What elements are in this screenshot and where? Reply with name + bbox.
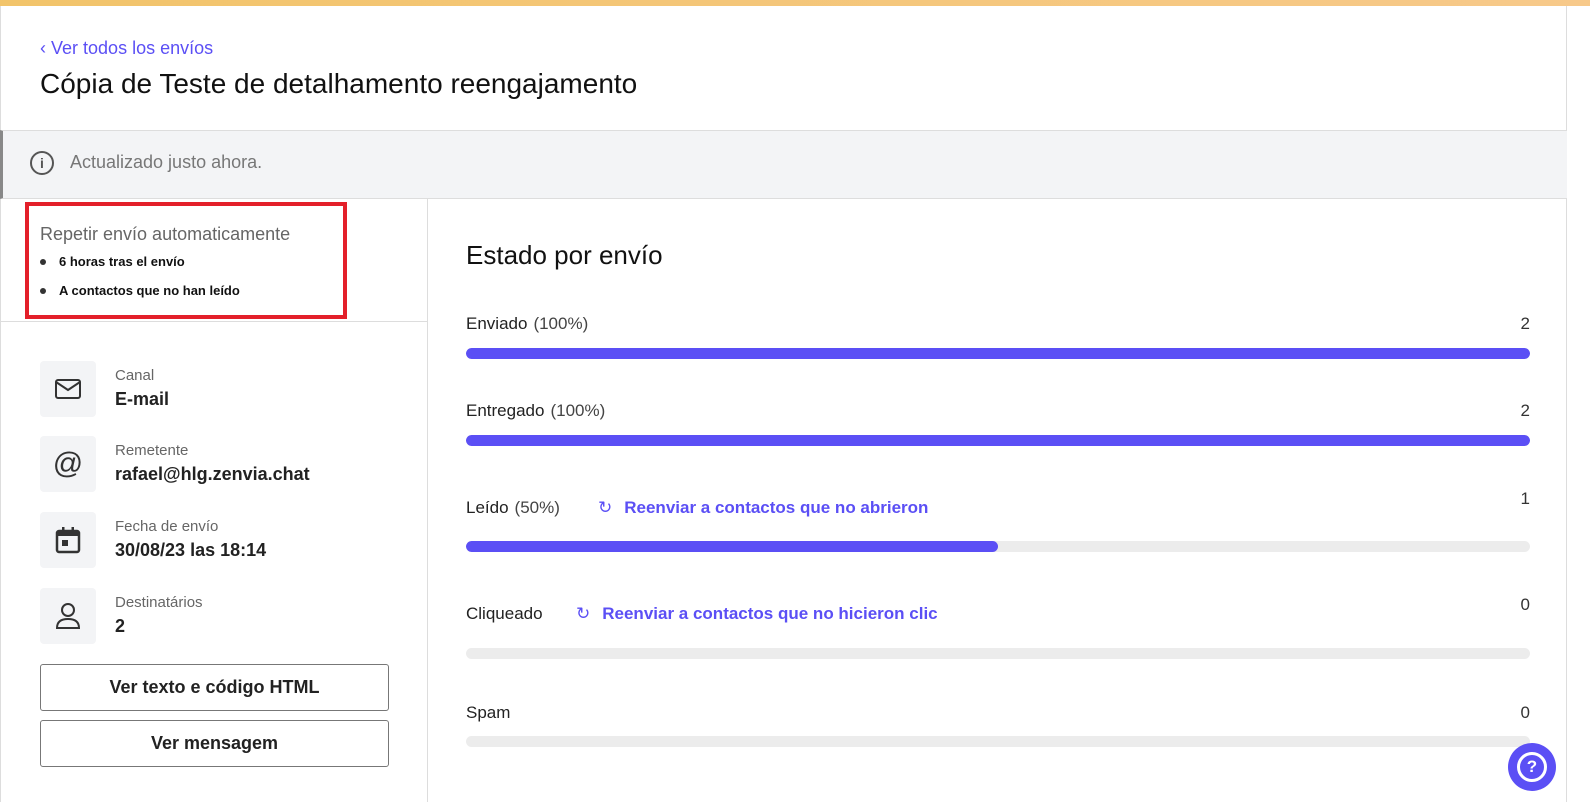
top-accent-bar (0, 0, 1590, 6)
detail-label: Fecha de envío (115, 518, 219, 535)
detail-label: Canal (115, 367, 155, 384)
status-label: Entregado (466, 401, 545, 420)
status-label: Spam (466, 703, 511, 722)
detail-value: E-mail (115, 389, 170, 409)
refresh-icon: ↻ (576, 604, 591, 623)
at-icon: @ (40, 436, 96, 492)
help-button[interactable]: ? (1508, 743, 1556, 791)
progress-fill (466, 435, 1530, 446)
detail-label: Destinatários (115, 594, 203, 611)
status-pct: (50%) (514, 498, 560, 517)
status-pct: (100%) (533, 314, 589, 333)
repeat-heading: Repetir envío automaticamente (40, 224, 291, 244)
progress-fill (466, 348, 1530, 359)
detail-value: 30/08/23 las 18:14 (115, 540, 267, 560)
status-count: 2 (1520, 401, 1530, 420)
user-icon (40, 588, 96, 644)
help-icon: ? (1517, 752, 1547, 782)
progress-bar (466, 648, 1530, 659)
progress-bar (466, 435, 1530, 446)
status-count: 2 (1520, 314, 1530, 333)
page-title: Cópia de Teste de detalhamento reengajam… (40, 68, 638, 99)
status-count: 0 (1520, 595, 1530, 614)
detail-value: 2 (115, 616, 126, 636)
update-banner: i Actualizado justo ahora. (0, 130, 1567, 199)
view-message-button[interactable]: Ver mensagem (40, 720, 389, 767)
back-link-label: Ver todos los envíos (51, 38, 214, 58)
detail-value: rafael@hlg.zenvia.chat (115, 464, 310, 484)
view-html-button[interactable]: Ver texto e código HTML (40, 664, 389, 711)
progress-bar (466, 541, 1530, 552)
resend-unopened-link[interactable]: ↻ Reenviar a contactos que no abrieron (598, 498, 928, 518)
banner-text: Actualizado justo ahora. (70, 152, 263, 172)
back-link[interactable]: ‹ Ver todos los envíos (40, 38, 213, 59)
status-title: Estado por envío (466, 240, 663, 270)
repeat-item: A contactos que no han leído (40, 283, 240, 312)
repeat-settings: Repetir envío automaticamente 6 horas tr… (25, 202, 347, 319)
status-count: 0 (1520, 703, 1530, 722)
refresh-icon: ↻ (598, 498, 613, 517)
page-frame (0, 6, 1567, 802)
status-label: Enviado (466, 314, 528, 333)
info-icon: i (30, 151, 54, 175)
progress-fill (466, 541, 998, 552)
details-panel: Repetir envío automaticamente 6 horas tr… (0, 199, 428, 802)
status-count: 1 (1520, 489, 1530, 508)
divider (0, 321, 427, 322)
status-label: Leído (466, 498, 509, 517)
resend-label: Reenviar a contactos que no hicieron cli… (602, 604, 938, 623)
status-pct: (100%) (550, 401, 606, 420)
calendar-icon (40, 512, 96, 568)
mail-icon (40, 361, 96, 417)
resend-label: Reenviar a contactos que no abrieron (624, 498, 929, 517)
resend-unclicked-link[interactable]: ↻ Reenviar a contactos que no hicieron cl… (576, 604, 938, 624)
detail-label: Remetente (115, 442, 189, 459)
progress-bar (466, 348, 1530, 359)
progress-bar (466, 736, 1530, 747)
chevron-left-icon: ‹ (40, 38, 46, 58)
status-label: Cliqueado (466, 604, 543, 623)
repeat-item: 6 horas tras el envío (40, 254, 240, 283)
